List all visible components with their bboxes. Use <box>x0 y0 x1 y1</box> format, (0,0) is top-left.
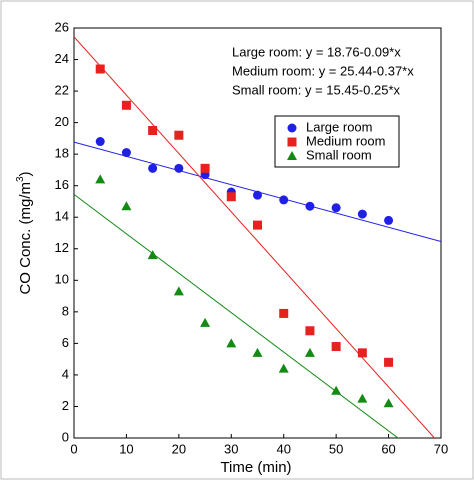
point <box>278 363 289 373</box>
y-label-end: ) <box>17 171 34 176</box>
y-tick-label: 12 <box>55 240 69 255</box>
y-tick-label: 10 <box>55 272 69 287</box>
point <box>357 209 367 219</box>
point <box>305 201 315 211</box>
fit-line <box>74 193 399 438</box>
point <box>357 348 367 358</box>
x-tick-label: 50 <box>329 441 343 456</box>
point <box>174 163 184 173</box>
point <box>148 126 158 135</box>
point <box>95 64 105 74</box>
x-tick-label: 70 <box>434 441 448 456</box>
point <box>95 137 105 147</box>
y-tick-label: 0 <box>62 429 69 444</box>
y-tick-label: 6 <box>62 335 69 350</box>
x-axis-label: Time (min) <box>220 459 291 476</box>
point <box>173 286 184 296</box>
point <box>384 215 394 225</box>
legend-label: Small room <box>306 147 372 162</box>
point <box>383 398 394 408</box>
y-tick-label: 20 <box>55 114 69 129</box>
plot-area <box>73 27 442 439</box>
y-tick-label: 16 <box>55 177 69 192</box>
x-tick-label: 40 <box>276 441 290 456</box>
y-tick-label: 26 <box>55 19 69 34</box>
y-tick-label: 14 <box>55 209 69 224</box>
point <box>304 347 315 357</box>
point <box>121 100 131 110</box>
point <box>253 220 262 230</box>
annotation: Small room: y = 15.45-0.25*x <box>232 82 400 97</box>
point <box>121 201 132 211</box>
legend-marker <box>287 151 297 160</box>
x-tick-label: 20 <box>172 441 186 456</box>
point <box>147 250 158 260</box>
legend-marker <box>287 123 297 133</box>
point <box>331 342 341 352</box>
legend-label: Large room <box>306 119 372 134</box>
y-tick-label: 4 <box>62 366 69 381</box>
point <box>279 195 289 205</box>
point <box>305 326 315 336</box>
y-label-sup: 3 <box>15 176 26 182</box>
x-tick-label: 0 <box>70 441 77 456</box>
legend-label: Medium room <box>306 133 385 148</box>
legend-marker <box>287 137 297 147</box>
x-tick-label: 60 <box>381 441 395 456</box>
point <box>226 338 237 348</box>
point <box>200 163 210 173</box>
point <box>95 174 106 184</box>
y-tick-label: 22 <box>55 83 69 98</box>
point <box>226 192 236 202</box>
x-tick-label: 30 <box>224 441 238 456</box>
y-tick-label: 18 <box>55 146 69 161</box>
y-tick-label: 8 <box>62 303 69 318</box>
point <box>252 347 263 357</box>
x-tick-label: 10 <box>119 441 133 456</box>
point <box>121 148 131 158</box>
point <box>279 308 289 318</box>
point <box>331 385 342 395</box>
point <box>174 130 184 140</box>
point <box>331 203 341 213</box>
point <box>253 190 262 200</box>
y-tick-label: 24 <box>55 51 69 66</box>
y-axis-label: CO Conc. (mg/m3) <box>15 171 34 294</box>
point <box>357 393 368 403</box>
point <box>200 317 211 327</box>
annotation: Large room: y = 18.76-0.09*x <box>232 44 401 59</box>
y-label-text: CO Conc. (mg/m <box>17 182 34 295</box>
y-tick-label: 2 <box>62 398 69 413</box>
fit-line <box>74 36 436 438</box>
point <box>148 163 158 173</box>
point <box>384 357 394 367</box>
annotation: Medium room: y = 25.44-0.37*x <box>232 63 414 78</box>
